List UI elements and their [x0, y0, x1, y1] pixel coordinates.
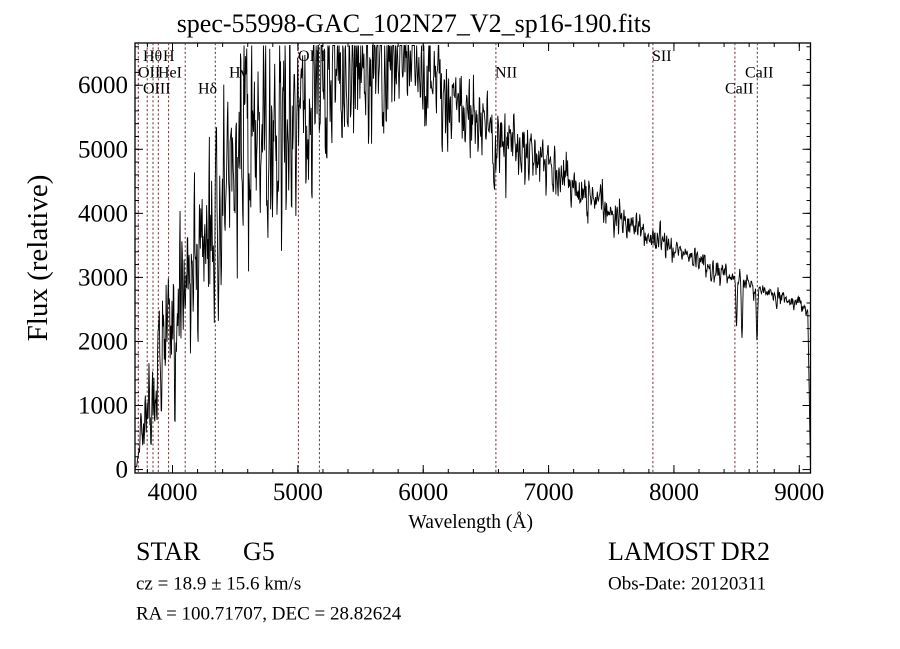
svg-text:LAMOST DR2: LAMOST DR2 [608, 537, 770, 566]
svg-text:CaII: CaII [725, 81, 753, 98]
svg-text:7000: 7000 [524, 479, 574, 506]
svg-text:OII: OII [138, 65, 160, 82]
svg-text:8000: 8000 [649, 479, 699, 506]
svg-text:HeI: HeI [158, 65, 182, 82]
svg-text:3000: 3000 [78, 264, 128, 291]
svg-text:4000: 4000 [148, 479, 198, 506]
svg-text:STAR: STAR [136, 537, 201, 566]
svg-text:G5: G5 [243, 537, 275, 566]
svg-text:cz = 18.9 ± 15.6 km/s: cz = 18.9 ± 15.6 km/s [136, 574, 301, 595]
svg-text:Flux (relative): Flux (relative) [22, 175, 54, 342]
svg-text:Hγ: Hγ [229, 65, 248, 82]
svg-text:1000: 1000 [78, 393, 128, 420]
svg-text:Hδ: Hδ [198, 81, 217, 98]
svg-text:6000: 6000 [78, 72, 128, 99]
svg-text:5000: 5000 [273, 479, 323, 506]
svg-text:Wavelength (Å): Wavelength (Å) [408, 512, 533, 533]
svg-text:OIII: OIII [143, 81, 171, 98]
svg-text:RA = 100.71707, DEC = 28.8262: RA = 100.71707, DEC = 28.82624 [136, 604, 402, 625]
svg-text:0: 0 [116, 457, 129, 484]
svg-text:OIII: OIII [298, 48, 326, 65]
svg-text:CaII: CaII [745, 65, 773, 82]
svg-text:NII: NII [495, 65, 517, 82]
svg-text:SII: SII [652, 48, 672, 65]
svg-text:5000: 5000 [78, 136, 128, 163]
svg-text:9000: 9000 [774, 479, 824, 506]
svg-text:4000: 4000 [78, 200, 128, 227]
svg-text:H: H [163, 48, 175, 65]
svg-text:Obs-Date: 20120311: Obs-Date: 20120311 [608, 574, 766, 595]
svg-text:6000: 6000 [398, 479, 448, 506]
svg-text:2000: 2000 [78, 328, 128, 355]
svg-text:Hθ: Hθ [143, 48, 162, 65]
svg-text:spec-55998-GAC_102N27_V2_sp16-: spec-55998-GAC_102N27_V2_sp16-190.fits [177, 9, 651, 38]
